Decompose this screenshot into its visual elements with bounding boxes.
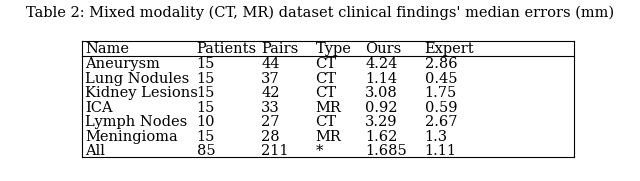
Text: 15: 15 <box>196 72 215 86</box>
Text: Aneurysm: Aneurysm <box>85 57 160 71</box>
Text: 0.59: 0.59 <box>425 101 457 115</box>
Text: 42: 42 <box>261 86 280 100</box>
Text: Ours: Ours <box>365 42 401 56</box>
Text: 44: 44 <box>261 57 280 71</box>
Text: 15: 15 <box>196 57 215 71</box>
Text: 1.14: 1.14 <box>365 72 397 86</box>
Text: Expert: Expert <box>425 42 474 56</box>
Text: 0.92: 0.92 <box>365 101 397 115</box>
Text: 27: 27 <box>261 115 280 129</box>
Text: 15: 15 <box>196 86 215 100</box>
Text: ICA: ICA <box>85 101 113 115</box>
Text: MR: MR <box>316 101 341 115</box>
Text: 0.45: 0.45 <box>425 72 457 86</box>
Text: 15: 15 <box>196 130 215 144</box>
Text: 1.62: 1.62 <box>365 130 397 144</box>
Text: 1.75: 1.75 <box>425 86 457 100</box>
Text: 2.67: 2.67 <box>425 115 457 129</box>
Text: 3.08: 3.08 <box>365 86 398 100</box>
Text: 211: 211 <box>261 144 289 158</box>
Text: *: * <box>316 144 323 158</box>
Text: 2.86: 2.86 <box>425 57 458 71</box>
Text: Name: Name <box>85 42 129 56</box>
Text: 1.685: 1.685 <box>365 144 407 158</box>
Text: CT: CT <box>316 86 337 100</box>
Text: 4.24: 4.24 <box>365 57 397 71</box>
Text: 15: 15 <box>196 101 215 115</box>
Text: 10: 10 <box>196 115 215 129</box>
Text: 3.29: 3.29 <box>365 115 397 129</box>
Text: 1.11: 1.11 <box>425 144 457 158</box>
Text: 37: 37 <box>261 72 280 86</box>
Text: 33: 33 <box>261 101 280 115</box>
Text: Kidney Lesions: Kidney Lesions <box>85 86 198 100</box>
Text: Lymph Nodes: Lymph Nodes <box>85 115 188 129</box>
Text: CT: CT <box>316 115 337 129</box>
Text: Pairs: Pairs <box>261 42 298 56</box>
Text: 28: 28 <box>261 130 280 144</box>
Text: All: All <box>85 144 105 158</box>
Text: CT: CT <box>316 57 337 71</box>
Text: Table 2: Mixed modality (CT, MR) dataset clinical findings' median errors (mm): Table 2: Mixed modality (CT, MR) dataset… <box>26 5 614 20</box>
Text: 85: 85 <box>196 144 215 158</box>
Text: CT: CT <box>316 72 337 86</box>
Text: Lung Nodules: Lung Nodules <box>85 72 189 86</box>
Text: Patients: Patients <box>196 42 257 56</box>
Text: MR: MR <box>316 130 341 144</box>
Text: 1.3: 1.3 <box>425 130 448 144</box>
Text: Meningioma: Meningioma <box>85 130 178 144</box>
Text: Type: Type <box>316 42 351 56</box>
